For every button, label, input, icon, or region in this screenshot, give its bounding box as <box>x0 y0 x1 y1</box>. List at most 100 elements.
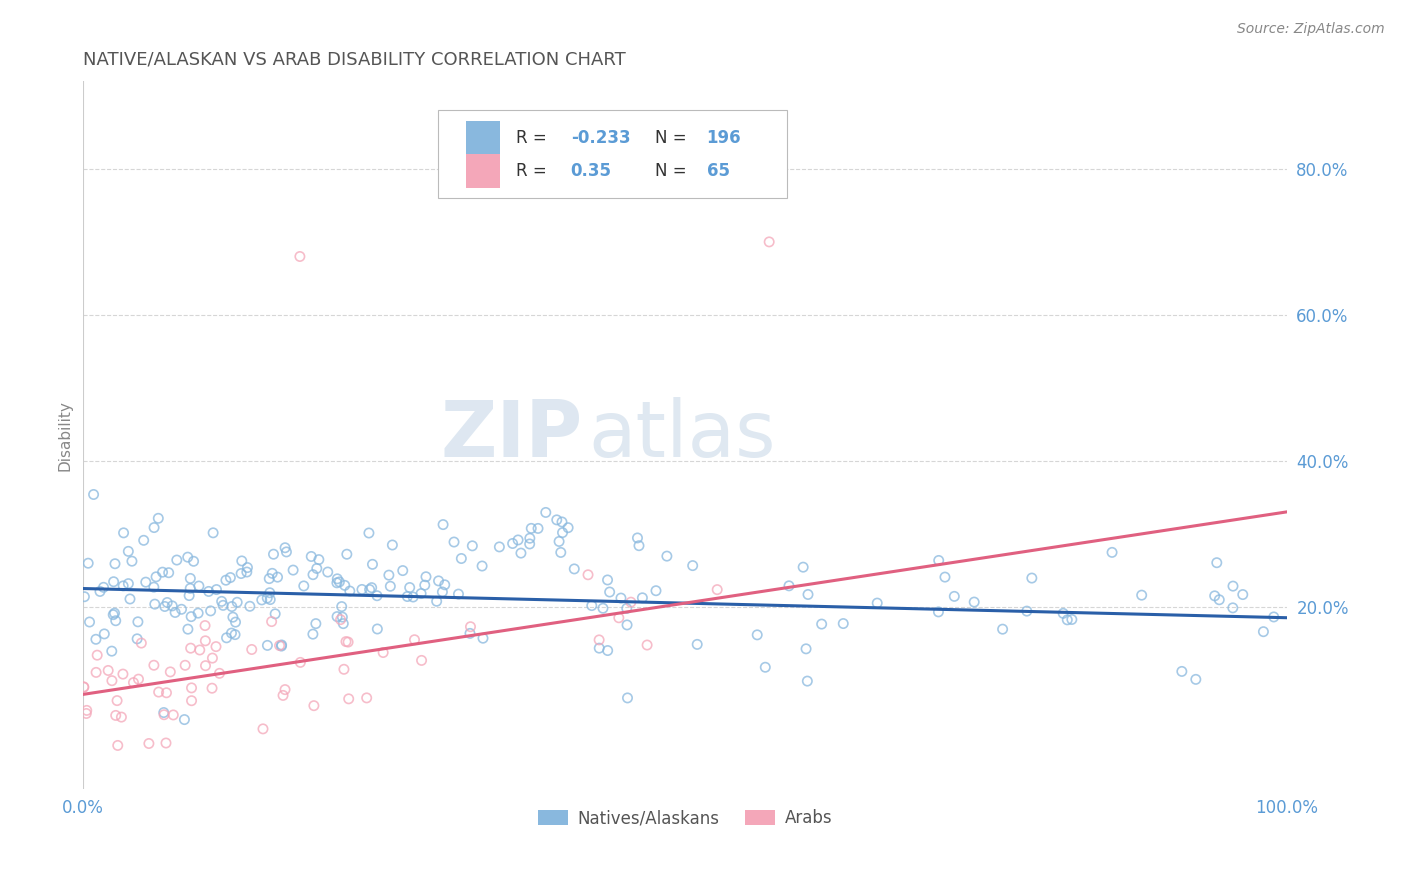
Point <box>194 618 217 632</box>
Point <box>627 539 650 553</box>
Point <box>616 618 638 632</box>
Point <box>413 578 436 592</box>
Point <box>142 580 165 594</box>
Point <box>620 595 643 609</box>
Point <box>357 526 380 541</box>
Point <box>86 648 108 662</box>
Point <box>105 693 128 707</box>
Point <box>588 632 610 647</box>
Point <box>194 633 217 648</box>
Point <box>1056 613 1078 627</box>
Point <box>165 606 187 620</box>
Point <box>378 568 401 582</box>
Point <box>562 562 585 576</box>
Point <box>551 525 574 540</box>
Point <box>332 616 354 631</box>
Point <box>366 589 388 603</box>
Point <box>943 590 966 604</box>
Point <box>778 579 800 593</box>
Point <box>177 550 200 565</box>
Point <box>308 552 330 566</box>
FancyBboxPatch shape <box>465 154 499 188</box>
FancyBboxPatch shape <box>439 110 787 198</box>
Point <box>1101 545 1123 559</box>
Point <box>101 673 124 688</box>
Point <box>299 549 322 564</box>
Point <box>1204 589 1226 603</box>
Point <box>155 686 177 700</box>
Point <box>471 559 494 574</box>
Point <box>221 599 243 614</box>
Point <box>337 635 360 649</box>
Point <box>794 641 817 656</box>
Point <box>356 690 378 705</box>
Point <box>155 736 177 750</box>
Point <box>292 579 315 593</box>
Point <box>100 644 122 658</box>
Point <box>519 531 541 545</box>
Point <box>1060 612 1083 626</box>
Point <box>557 521 579 535</box>
Point <box>256 591 278 605</box>
Point <box>159 665 181 679</box>
Point <box>616 601 638 615</box>
Point <box>396 590 419 604</box>
Point <box>432 517 454 532</box>
Point <box>197 584 219 599</box>
Point <box>551 515 574 529</box>
Point <box>276 545 298 559</box>
Text: R =: R = <box>516 162 553 180</box>
Point <box>179 571 201 585</box>
Point <box>179 582 201 596</box>
Point <box>208 666 231 681</box>
Point <box>506 533 529 547</box>
Point <box>488 540 510 554</box>
Point <box>527 521 550 535</box>
Point <box>747 628 769 642</box>
Point <box>215 573 238 587</box>
Point <box>1015 604 1038 618</box>
Point <box>1208 592 1230 607</box>
Point <box>143 597 166 611</box>
Point <box>257 572 280 586</box>
Point <box>596 643 619 657</box>
Point <box>270 639 292 653</box>
Point <box>152 565 174 579</box>
Point <box>180 609 202 624</box>
Point <box>180 681 202 695</box>
Point <box>110 710 132 724</box>
Point <box>335 634 357 648</box>
Point <box>97 664 120 678</box>
Text: ZIP: ZIP <box>440 397 582 474</box>
Text: Source: ZipAtlas.com: Source: ZipAtlas.com <box>1237 22 1385 37</box>
Point <box>215 631 238 645</box>
Point <box>77 556 100 570</box>
Point <box>366 622 388 636</box>
Text: 65: 65 <box>707 162 730 180</box>
Point <box>339 584 361 599</box>
Point <box>636 638 658 652</box>
Point <box>173 713 195 727</box>
Point <box>510 546 533 560</box>
Point <box>934 570 956 584</box>
Point <box>103 606 125 620</box>
Point <box>93 580 115 594</box>
Point <box>142 658 165 673</box>
Point <box>143 520 166 534</box>
Point <box>239 599 262 614</box>
Point <box>117 576 139 591</box>
Point <box>391 564 413 578</box>
Point <box>79 615 101 629</box>
Point <box>326 572 349 586</box>
Point <box>93 627 115 641</box>
Point <box>686 637 709 651</box>
Text: -0.233: -0.233 <box>571 129 630 147</box>
Point <box>205 640 228 654</box>
Point <box>201 651 224 665</box>
Point <box>596 573 619 587</box>
Point <box>461 539 484 553</box>
Point <box>153 707 176 722</box>
Point <box>84 665 107 680</box>
Point <box>333 662 356 676</box>
Point <box>177 622 200 636</box>
